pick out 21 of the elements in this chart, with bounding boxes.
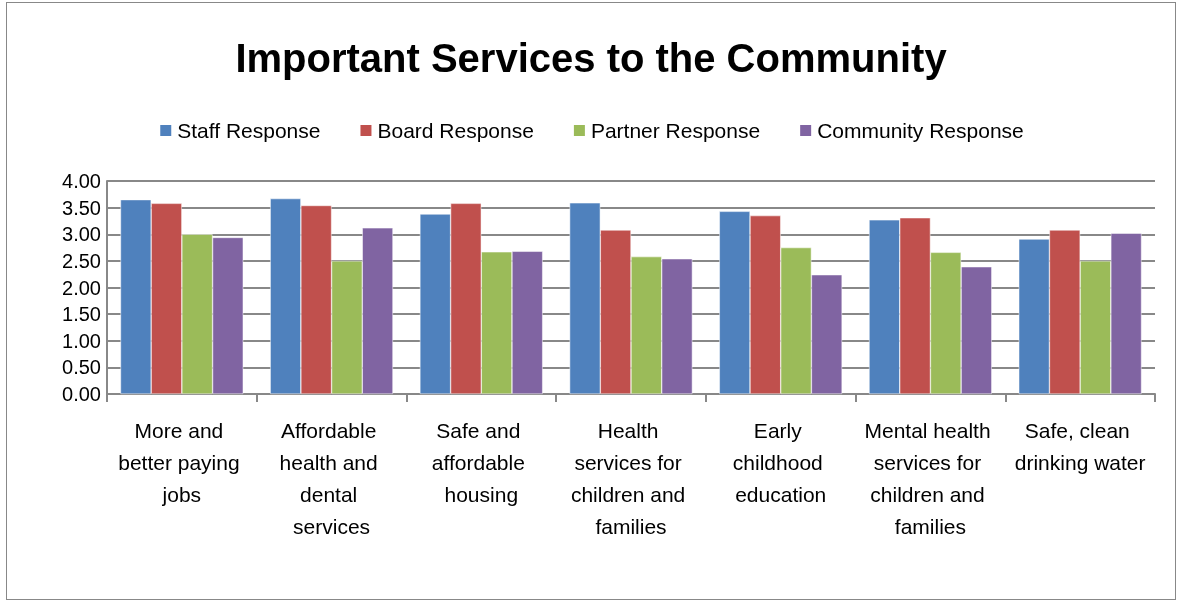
y-tick-label: 3.00 [62,223,101,246]
legend-label: Staff Response [177,119,321,142]
x-tick-label: More and better paying jobs [118,418,246,506]
chart-title: Important Services to the Community [235,36,948,80]
legend-label: Partner Response [590,119,761,142]
y-tick-label: 1.50 [62,303,101,326]
legend-label: Board Response [377,119,534,142]
y-tick-label: 3.50 [62,196,101,219]
x-tick-label: Affordable health and dental services [279,418,384,538]
y-tick-label: 0.50 [62,356,101,379]
x-tick-label: Mental health services for children and families [864,418,997,538]
y-tick-label: 4.00 [62,170,101,192]
y-tick-label: 2.00 [62,276,101,299]
legend-label: Community Response [817,119,1024,142]
y-tick-label: 2.50 [62,249,101,272]
x-tick-label: Safe, clean drinking water [1014,418,1146,474]
x-tick-label: Health services for children and families [570,418,692,538]
x-tick-label: Early childhood education [732,418,829,506]
x-tick-label: Safe and affordable housing [431,418,531,506]
y-tick-label: 1.00 [62,329,101,352]
y-tick-label: 0.00 [62,383,101,405]
